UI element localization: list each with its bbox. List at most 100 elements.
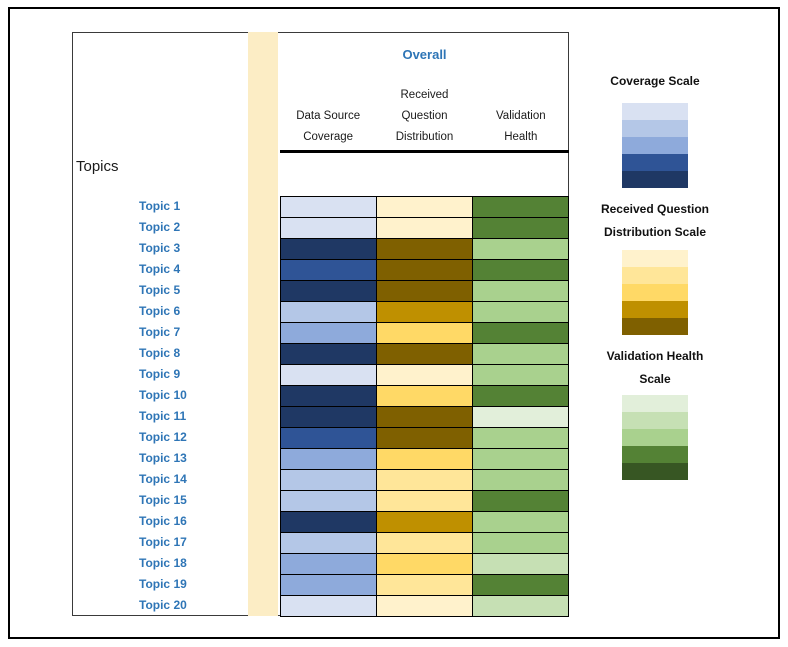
legend-distribution-scale: Received Question Distribution Scale	[585, 198, 725, 335]
heatmap-cell	[280, 343, 377, 365]
heatmap-row	[280, 406, 569, 428]
topic-row-label: Topic 10	[139, 388, 187, 402]
column-header-data-source-coverage: Data Source Coverage	[296, 110, 361, 143]
heatmap-cell	[376, 427, 473, 449]
heatmap-row	[280, 280, 569, 302]
heatmap-cell	[280, 574, 377, 596]
heatmap-row	[280, 259, 569, 281]
heatmap-cell	[472, 364, 569, 386]
topic-row-label: Topic 7	[139, 325, 181, 339]
legend-color-band	[622, 446, 688, 463]
heatmap-cell	[472, 595, 569, 617]
heatmap-cell	[376, 490, 473, 512]
heatmap-cell	[280, 322, 377, 344]
heatmap-cell	[472, 280, 569, 302]
heatmap-row	[280, 217, 569, 239]
heatmap-cell	[280, 406, 377, 428]
heatmap-cell	[376, 364, 473, 386]
heatmap-cell	[376, 385, 473, 407]
legend-distribution-title: Received Question Distribution Scale	[600, 202, 710, 239]
outer-frame	[8, 7, 780, 639]
heatmap-cell	[376, 238, 473, 260]
heatmap-row	[280, 196, 569, 218]
legend-color-band	[622, 463, 688, 480]
heatmap-row	[280, 364, 569, 386]
heatmap-cell	[472, 511, 569, 533]
heatmap-cell	[472, 259, 569, 281]
header-underline	[280, 150, 569, 153]
heatmap-row	[280, 532, 569, 554]
column-header-received-question-distribution: Received Question Distribution	[395, 89, 454, 143]
topic-row-label: Topic 16	[139, 514, 187, 528]
topic-row-label: Topic 9	[139, 367, 181, 381]
legend-coverage-swatch	[622, 103, 688, 188]
heatmap-cell	[376, 532, 473, 554]
heatmap-cell	[472, 196, 569, 218]
legend-color-band	[622, 267, 688, 284]
heatmap-row	[280, 553, 569, 575]
heatmap-cell	[472, 490, 569, 512]
heatmap-cell	[280, 490, 377, 512]
heatmap-cell	[376, 553, 473, 575]
topic-row-label: Topic 8	[139, 346, 181, 360]
heatmap-cell	[376, 469, 473, 491]
heatmap-cell	[280, 385, 377, 407]
legend-color-band	[622, 137, 688, 154]
heatmap-row	[280, 469, 569, 491]
heatmap-cell	[280, 448, 377, 470]
heatmap-cell	[472, 532, 569, 554]
legend-validation-scale: Validation Health Scale	[585, 345, 725, 480]
topic-row-label: Topic 6	[139, 304, 181, 318]
heatmap-cell	[280, 511, 377, 533]
topic-row-label: Topic 3	[139, 241, 181, 255]
heatmap-cell	[472, 322, 569, 344]
heatmap-cell	[472, 553, 569, 575]
legend-color-band	[622, 120, 688, 137]
topic-row-label: Topic 17	[139, 535, 187, 549]
topic-row-label: Topic 18	[139, 556, 187, 570]
topic-row-label: Topic 15	[139, 493, 187, 507]
heatmap-row	[280, 301, 569, 323]
legend-color-band	[622, 301, 688, 318]
heatmap-row	[280, 343, 569, 365]
topic-row-label: Topic 12	[139, 430, 187, 444]
heatmap-row	[280, 448, 569, 470]
heatmap-cell	[472, 217, 569, 239]
topic-row-label: Topic 1	[139, 199, 181, 213]
heatmap-cell	[280, 595, 377, 617]
heatmap-cell	[376, 322, 473, 344]
topic-row-label: Topic 11	[139, 409, 187, 423]
heatmap-cell	[472, 574, 569, 596]
heatmap-row	[280, 427, 569, 449]
legend-distribution-swatch	[622, 250, 688, 335]
legend-validation-swatch	[622, 395, 688, 480]
heatmap-row	[280, 238, 569, 260]
overall-title: Overall	[402, 47, 447, 62]
heatmap-cell	[280, 364, 377, 386]
heatmap-cell	[280, 301, 377, 323]
topic-row-label: Topic 13	[139, 451, 187, 465]
topic-row-label: Topic 5	[139, 283, 181, 297]
heatmap-row	[280, 322, 569, 344]
legend-color-band	[622, 250, 688, 267]
legend-color-band	[622, 429, 688, 446]
heatmap-cell	[280, 238, 377, 260]
heatmap-body	[280, 196, 569, 617]
topics-axis-label: Topics	[76, 158, 119, 175]
heatmap-cell	[472, 469, 569, 491]
legend-color-band	[622, 154, 688, 171]
heatmap-row	[280, 385, 569, 407]
heatmap-cell	[376, 217, 473, 239]
heatmap-cell	[280, 553, 377, 575]
legend-color-band	[622, 318, 688, 335]
column-header-validation-health: Validation Health	[495, 110, 546, 143]
legend-color-band	[622, 171, 688, 188]
heatmap-row	[280, 574, 569, 596]
topic-row-label: Topic 20	[139, 598, 187, 612]
heatmap-cell	[376, 574, 473, 596]
topic-row-label: Topic 4	[139, 262, 181, 276]
heatmap-cell	[376, 406, 473, 428]
heatmap-cell	[376, 280, 473, 302]
heatmap-table	[280, 196, 569, 617]
legend-coverage-scale: Coverage Scale	[585, 70, 725, 188]
